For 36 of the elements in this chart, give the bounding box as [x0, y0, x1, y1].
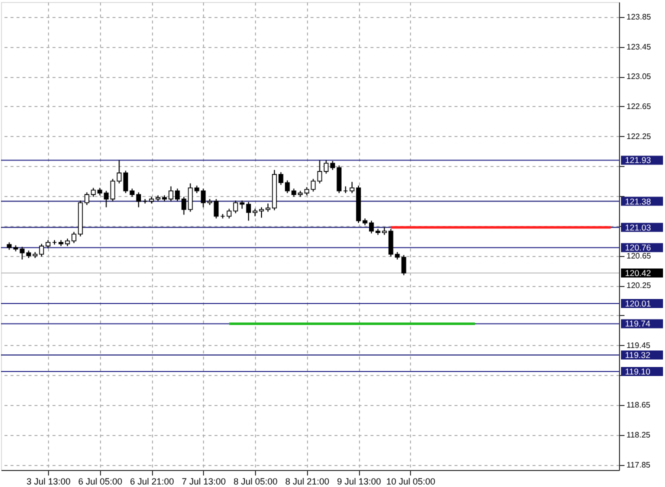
- y-tick-label: 120.25: [626, 281, 652, 290]
- y-tick-label: 119.45: [626, 340, 651, 350]
- y-tick-label: 122.65: [626, 102, 652, 111]
- candlestick: [317, 160, 322, 184]
- y-tick-label: 123.45: [626, 42, 652, 52]
- candlestick: [401, 254, 406, 276]
- candlestick: [200, 188, 206, 208]
- x-tick-label: 10 Jul 05:00: [386, 476, 436, 486]
- y-tick-label: 118.65: [626, 400, 651, 410]
- ref-line-label: 120.01: [625, 298, 652, 309]
- ref-line-label: 121.38: [625, 196, 652, 206]
- ref-line-label: 119.10: [625, 366, 651, 376]
- x-tick-label: 6 Jul 05:00: [78, 476, 122, 486]
- x-tick-label: 3 Jul 13:00: [26, 476, 71, 486]
- ref-line-label: 120.42: [625, 268, 652, 278]
- candlestick: [104, 190, 109, 208]
- y-tick-label: 118.25: [626, 430, 651, 440]
- x-tick-label: 6 Jul 21:00: [130, 476, 174, 486]
- y-tick-label: 120.65: [626, 251, 652, 260]
- y-tick-label: 123.05: [626, 72, 652, 82]
- x-tick-label: 9 Jul 13:00: [336, 476, 382, 486]
- ref-line-label: 119.74: [625, 318, 651, 329]
- candlestick: [310, 178, 316, 192]
- ref-line-label: 120.76: [625, 242, 652, 253]
- x-tick-label: 7 Jul 13:00: [182, 476, 226, 486]
- candlestick: [214, 198, 219, 219]
- x-tick-label: 8 Jul 05:00: [234, 476, 278, 486]
- x-tick-label: 8 Jul 21:00: [285, 476, 330, 486]
- candlestick: [116, 160, 122, 184]
- ref-line-label: 121.03: [625, 222, 652, 232]
- candlestick: [110, 178, 116, 202]
- ref-line-label: 121.93: [625, 155, 652, 166]
- y-tick-label: 123.85: [626, 12, 652, 22]
- y-tick-label: 122.25: [626, 132, 652, 141]
- y-tick-label: 117.85: [626, 460, 651, 470]
- ref-line-label: 119.32: [625, 350, 651, 360]
